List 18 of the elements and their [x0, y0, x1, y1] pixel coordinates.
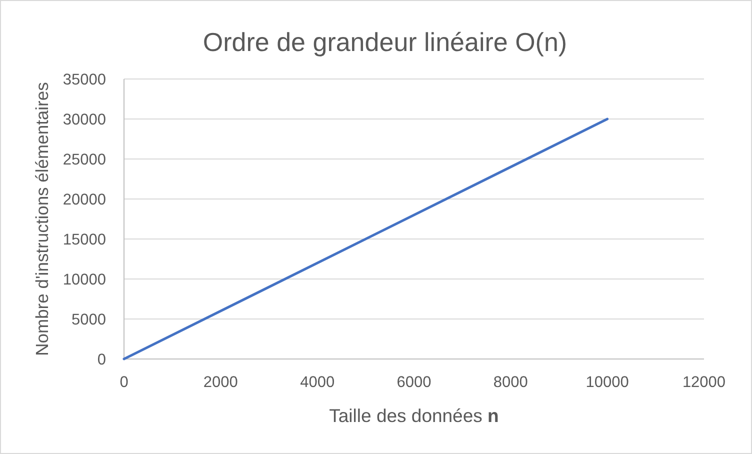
y-tick-label: 5000	[72, 311, 106, 328]
chart-title: Ordre de grandeur linéaire O(n)	[202, 27, 568, 57]
x-tick-label: 8000	[493, 374, 528, 391]
x-tick-label: 12000	[682, 374, 726, 391]
x-tick-label: 4000	[300, 374, 335, 391]
y-tick-label: 0	[97, 351, 106, 368]
y-tick-label: 20000	[62, 191, 106, 208]
x-tick-label: 2000	[203, 374, 238, 391]
x-axis-title: Taille des données n	[329, 405, 499, 426]
y-tick-label: 15000	[62, 231, 106, 248]
y-axis-title: Nombre d'instructions élémentaires	[32, 82, 52, 356]
y-tick-label: 35000	[62, 71, 106, 88]
x-tick-label: 0	[120, 374, 129, 391]
y-tick-label: 25000	[62, 151, 106, 168]
x-tick-label: 6000	[396, 374, 432, 391]
x-tick-label: 10000	[586, 374, 630, 391]
y-tick-label: 30000	[62, 111, 106, 128]
y-tick-label: 10000	[62, 271, 106, 288]
